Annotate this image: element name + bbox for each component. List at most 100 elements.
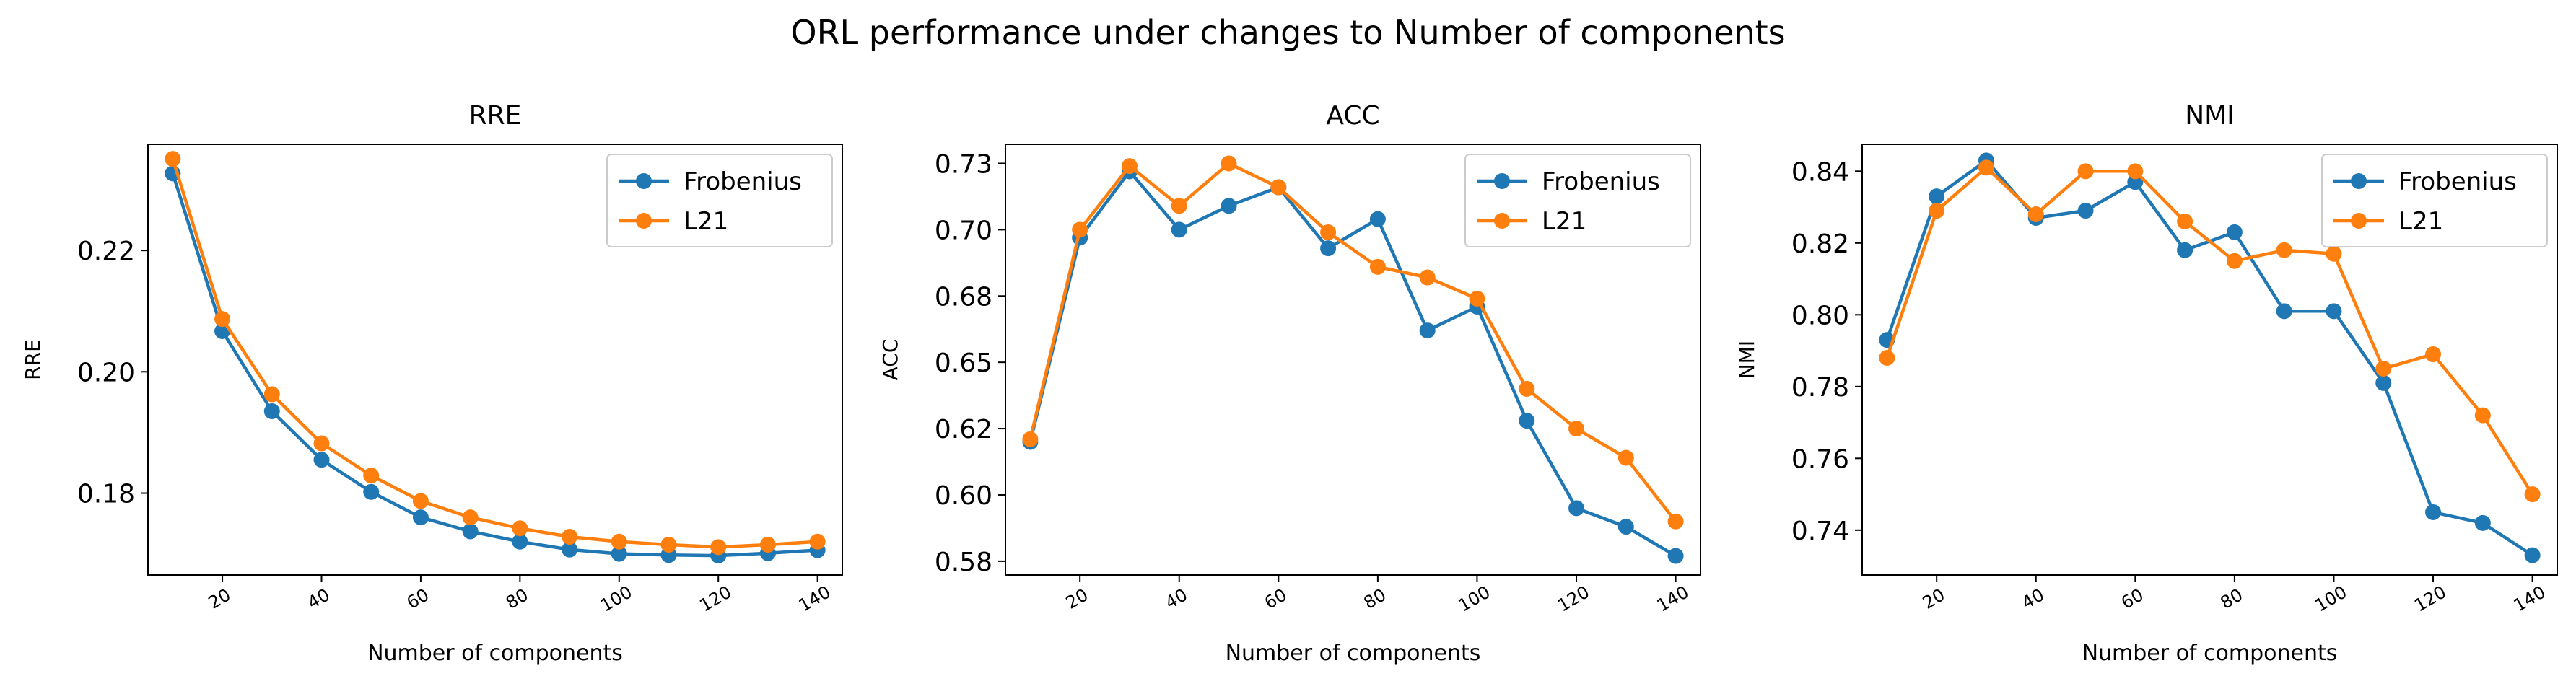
data-point-l21 xyxy=(2425,346,2442,363)
y-tick-label: 0.60 xyxy=(935,481,992,511)
y-tick-label: 0.62 xyxy=(935,415,992,444)
y-tick-label: 0.84 xyxy=(1791,157,1849,187)
subplot-nmi: NMI 20 40 60 80 100 120 140 0.74 0.76 0.78 0.80 0.82… xyxy=(1735,101,2558,666)
y-tick-label: 0.78 xyxy=(1791,373,1849,403)
legend-label-l21: L21 xyxy=(2398,207,2443,236)
x-tick-label: 140 xyxy=(2510,582,2549,615)
legend: Frobenius L21 xyxy=(2321,154,2548,247)
subplot-rre: RRE 20 40 60 80 100 120 140 0.18 0.20 0.22 Number o… xyxy=(21,101,843,666)
y-axis-label: NMI xyxy=(1735,341,1759,379)
legend-label-frobenius: Frobenius xyxy=(684,167,802,196)
legend-marker-frobenius xyxy=(1494,173,1510,189)
figure-title: ORL performance under changes to Number … xyxy=(790,13,1786,52)
data-point-frobenius xyxy=(1419,322,1436,339)
data-point-l21 xyxy=(660,536,677,553)
x-axis-label: Number of components xyxy=(367,641,623,666)
data-point-l21 xyxy=(512,520,528,537)
data-point-l21 xyxy=(1617,449,1634,466)
data-point-l21 xyxy=(1320,224,1337,241)
data-point-frobenius xyxy=(2474,514,2491,531)
data-point-frobenius xyxy=(2226,224,2243,240)
y-axis-label: ACC xyxy=(878,339,902,381)
series-line-frobenius xyxy=(1029,170,1677,558)
x-tick-label: 40 xyxy=(304,584,333,613)
data-point-l21 xyxy=(1221,155,1237,172)
data-point-frobenius xyxy=(412,509,429,526)
data-point-frobenius xyxy=(2276,303,2292,320)
data-point-frobenius xyxy=(1519,413,1535,429)
data-point-frobenius xyxy=(1667,548,1684,564)
data-point-frobenius xyxy=(1929,188,1945,205)
x-tick-label: 20 xyxy=(1062,584,1091,613)
data-point-l21 xyxy=(1072,221,1088,238)
data-point-frobenius xyxy=(1221,198,1237,214)
y-tick-label: 0.68 xyxy=(935,282,992,312)
legend: Frobenius L21 xyxy=(606,154,833,247)
data-point-l21 xyxy=(2226,253,2243,269)
legend-box xyxy=(2321,154,2548,247)
data-point-l21 xyxy=(1929,203,1945,219)
legend-marker-frobenius xyxy=(2351,173,2367,189)
y-tick-label: 0.76 xyxy=(1791,444,1849,474)
data-point-l21 xyxy=(1568,421,1585,437)
x-tick-label: 80 xyxy=(502,584,531,613)
x-tick-label: 120 xyxy=(696,582,735,615)
data-point-frobenius xyxy=(1568,500,1585,517)
legend-label-frobenius: Frobenius xyxy=(1542,167,1660,196)
data-point-l21 xyxy=(165,151,181,167)
y-tick-label: 0.18 xyxy=(77,479,135,509)
data-point-l21 xyxy=(363,468,380,484)
series-line-l21 xyxy=(171,158,818,549)
y-tick-label: 0.73 xyxy=(935,149,992,179)
series-line-l21 xyxy=(1885,166,2534,496)
data-point-l21 xyxy=(313,435,330,452)
legend-marker-frobenius xyxy=(636,173,652,189)
data-point-l21 xyxy=(809,533,826,550)
data-point-frobenius xyxy=(1171,221,1187,238)
x-tick-label: 140 xyxy=(795,582,834,615)
series-line-l21 xyxy=(1029,162,1677,523)
data-point-frobenius xyxy=(1320,240,1337,257)
x-tick-label: 20 xyxy=(1919,584,1948,613)
subplot-title: ACC xyxy=(1326,101,1379,131)
data-point-frobenius xyxy=(512,533,528,550)
data-point-frobenius xyxy=(2425,504,2442,520)
data-point-l21 xyxy=(1369,258,1386,275)
x-tick-label: 120 xyxy=(2411,582,2450,615)
data-point-l21 xyxy=(611,533,627,550)
data-point-frobenius xyxy=(562,541,578,558)
plot-frame xyxy=(147,144,843,576)
x-tick-label: 100 xyxy=(597,582,636,615)
legend-label-l21: L21 xyxy=(684,207,728,236)
y-tick-label: 0.82 xyxy=(1791,229,1849,259)
data-point-frobenius xyxy=(2326,303,2342,320)
x-tick-label: 120 xyxy=(1554,582,1593,615)
legend-marker-l21 xyxy=(2351,213,2367,229)
data-point-l21 xyxy=(2077,163,2094,180)
x-axis-label: Number of components xyxy=(1226,641,1481,666)
subplot-title: NMI xyxy=(2185,101,2235,131)
data-point-l21 xyxy=(1121,158,1138,175)
x-tick-label: 60 xyxy=(403,584,432,613)
data-point-l21 xyxy=(1978,159,1994,176)
data-point-l21 xyxy=(1022,431,1039,447)
data-point-l21 xyxy=(2326,245,2342,262)
data-point-frobenius xyxy=(611,545,627,562)
subplot-acc: ACC 20 40 60 80 100 120 140 0.58 0.60 0.62 0.65 0.68… xyxy=(878,101,1701,666)
data-point-l21 xyxy=(462,509,479,526)
series-line-frobenius xyxy=(171,172,818,558)
data-point-l21 xyxy=(412,493,429,509)
data-point-frobenius xyxy=(2077,203,2094,219)
y-tick-label: 0.22 xyxy=(77,237,135,266)
x-axis-label: Number of components xyxy=(2082,641,2338,666)
data-point-l21 xyxy=(2276,242,2292,258)
data-point-l21 xyxy=(759,536,776,553)
y-tick-label: 0.70 xyxy=(935,216,992,245)
data-point-frobenius xyxy=(313,452,330,468)
data-point-l21 xyxy=(710,539,727,556)
y-tick-label: 0.20 xyxy=(77,358,135,387)
y-axis-label: RRE xyxy=(21,339,45,380)
data-point-frobenius xyxy=(1369,211,1386,227)
legend-marker-l21 xyxy=(1494,213,1510,229)
